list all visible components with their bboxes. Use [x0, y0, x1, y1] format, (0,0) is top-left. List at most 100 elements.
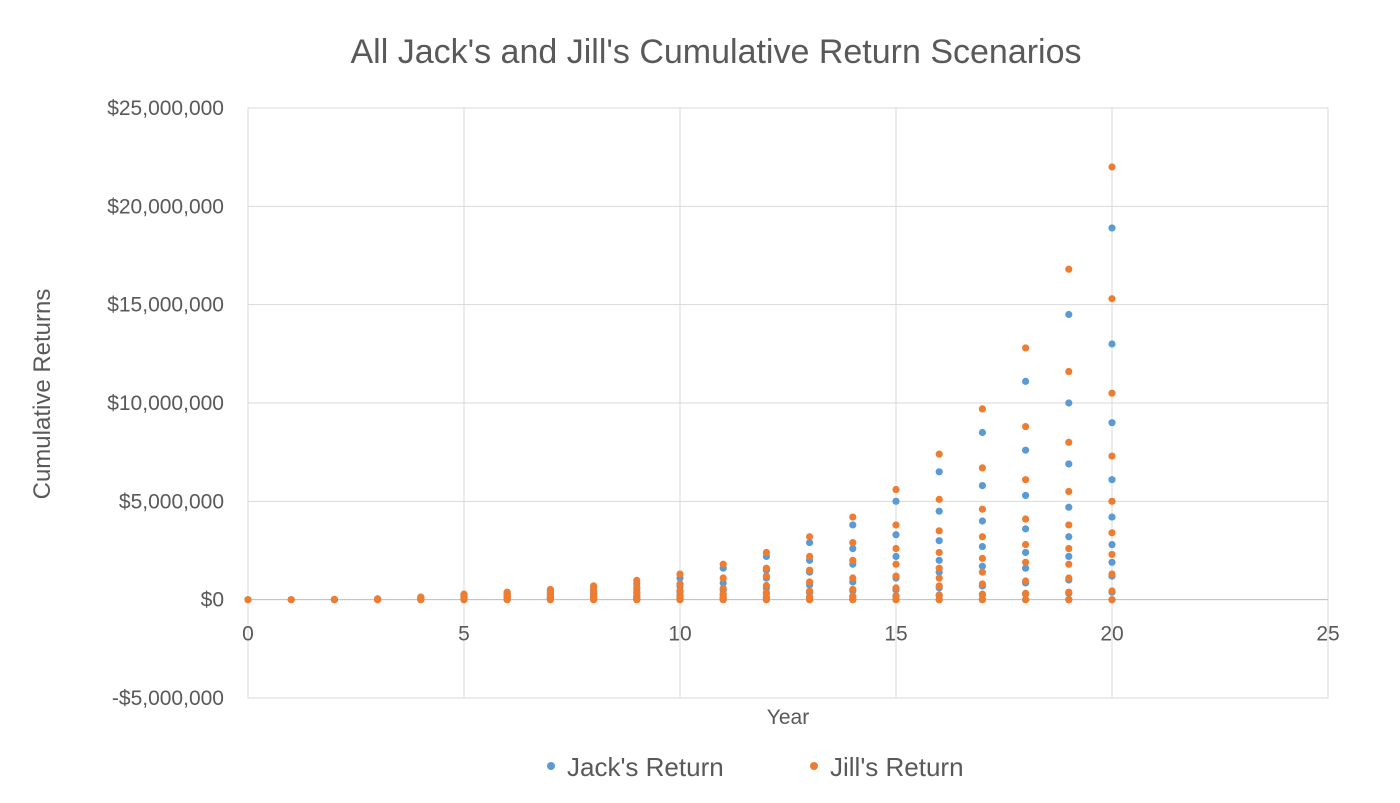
x-tick-label: 25	[1316, 623, 1339, 646]
data-point	[719, 584, 727, 592]
x-tick-label: 0	[242, 623, 254, 646]
data-point	[676, 570, 684, 578]
legend-item: Jack's Return	[547, 752, 724, 782]
data-point	[978, 464, 987, 472]
y-tick-label: $20,000,000	[107, 195, 224, 218]
x-tick-labels: 0 5 10 15 20 25	[242, 623, 1340, 646]
data-point	[1022, 548, 1030, 557]
series-jill	[244, 163, 1116, 604]
data-point	[849, 592, 857, 600]
legend-label: Jill's Return	[830, 752, 964, 782]
y-tick-label: $15,000,000	[107, 294, 224, 317]
data-point	[503, 588, 511, 596]
x-tick-label: 5	[458, 623, 470, 646]
data-point	[892, 572, 900, 580]
y-tick-label: $25,000,000	[107, 97, 224, 120]
data-point	[978, 428, 987, 437]
data-point	[1022, 476, 1030, 484]
data-point	[1108, 513, 1116, 521]
data-point	[1022, 377, 1030, 385]
data-point	[1108, 452, 1116, 460]
data-point	[935, 564, 943, 572]
data-point	[633, 576, 641, 584]
data-point	[1022, 558, 1030, 566]
data-point	[1065, 552, 1073, 561]
data-point	[978, 590, 987, 598]
data-point	[1065, 596, 1073, 604]
data-point	[978, 580, 987, 588]
data-point	[1108, 340, 1116, 348]
data-point	[633, 583, 641, 591]
data-point	[978, 505, 987, 513]
data-point	[287, 596, 295, 604]
x-tick-label: 15	[884, 623, 907, 646]
data-point	[1108, 295, 1116, 303]
data-point	[1065, 521, 1073, 529]
x-tick-label: 20	[1100, 623, 1123, 646]
legend-item: Jill's Return	[810, 752, 964, 782]
data-point	[762, 588, 771, 597]
data-point	[590, 582, 598, 590]
data-point	[244, 596, 252, 604]
data-point	[935, 527, 943, 535]
data-point	[892, 584, 900, 592]
legend-label: Jack's Return	[567, 752, 724, 782]
data-point	[935, 548, 943, 557]
data-point	[806, 566, 814, 574]
data-point	[1065, 310, 1073, 319]
y-tick-label: -$5,000,000	[112, 687, 224, 710]
data-point	[806, 593, 814, 601]
data-point	[1065, 367, 1073, 376]
data-point	[849, 585, 857, 594]
y-axis-label: Cumulative Returns	[29, 289, 56, 500]
data-point	[892, 552, 900, 561]
data-point	[1108, 224, 1116, 232]
data-point	[1022, 344, 1030, 352]
data-point	[762, 564, 771, 572]
data-point	[978, 562, 987, 570]
data-point	[849, 521, 857, 529]
data-point	[1065, 399, 1073, 407]
data-point	[719, 574, 727, 582]
data-point	[1065, 560, 1073, 568]
data-point	[1022, 564, 1030, 572]
data-point	[806, 552, 814, 561]
data-point	[1108, 558, 1116, 566]
data-point	[762, 581, 771, 590]
data-point	[676, 586, 684, 595]
data-point	[978, 596, 987, 604]
data-point	[892, 485, 900, 494]
y-tick-labels: -$5,000,000 $0 $5,000,000 $10,000,000 $15,00…	[107, 97, 224, 710]
data-point	[1108, 163, 1116, 171]
y-tick-label: $5,000,000	[119, 490, 224, 513]
data-point	[935, 450, 943, 458]
data-point	[1022, 525, 1030, 533]
data-point	[978, 405, 987, 413]
data-point	[849, 556, 857, 564]
data-point	[762, 548, 771, 557]
data-point	[978, 568, 987, 576]
data-point	[1108, 419, 1116, 427]
data-point	[806, 539, 814, 547]
data-point	[935, 556, 943, 564]
data-point	[892, 531, 900, 539]
data-point	[1065, 438, 1073, 446]
data-point	[806, 578, 814, 586]
data-point	[417, 593, 425, 601]
data-point	[935, 495, 943, 503]
data-point	[978, 533, 987, 541]
data-point	[1108, 596, 1116, 604]
data-point	[935, 468, 943, 476]
data-point	[719, 560, 727, 568]
data-point	[935, 537, 943, 545]
legend-marker	[810, 762, 818, 770]
legend: Jack's Return Jill's Return	[547, 752, 964, 782]
x-tick-label: 10	[668, 623, 691, 646]
data-point	[1022, 423, 1030, 431]
data-point	[1022, 515, 1030, 523]
data-point	[1108, 550, 1116, 559]
data-point	[1108, 389, 1116, 397]
data-point	[1022, 596, 1030, 604]
